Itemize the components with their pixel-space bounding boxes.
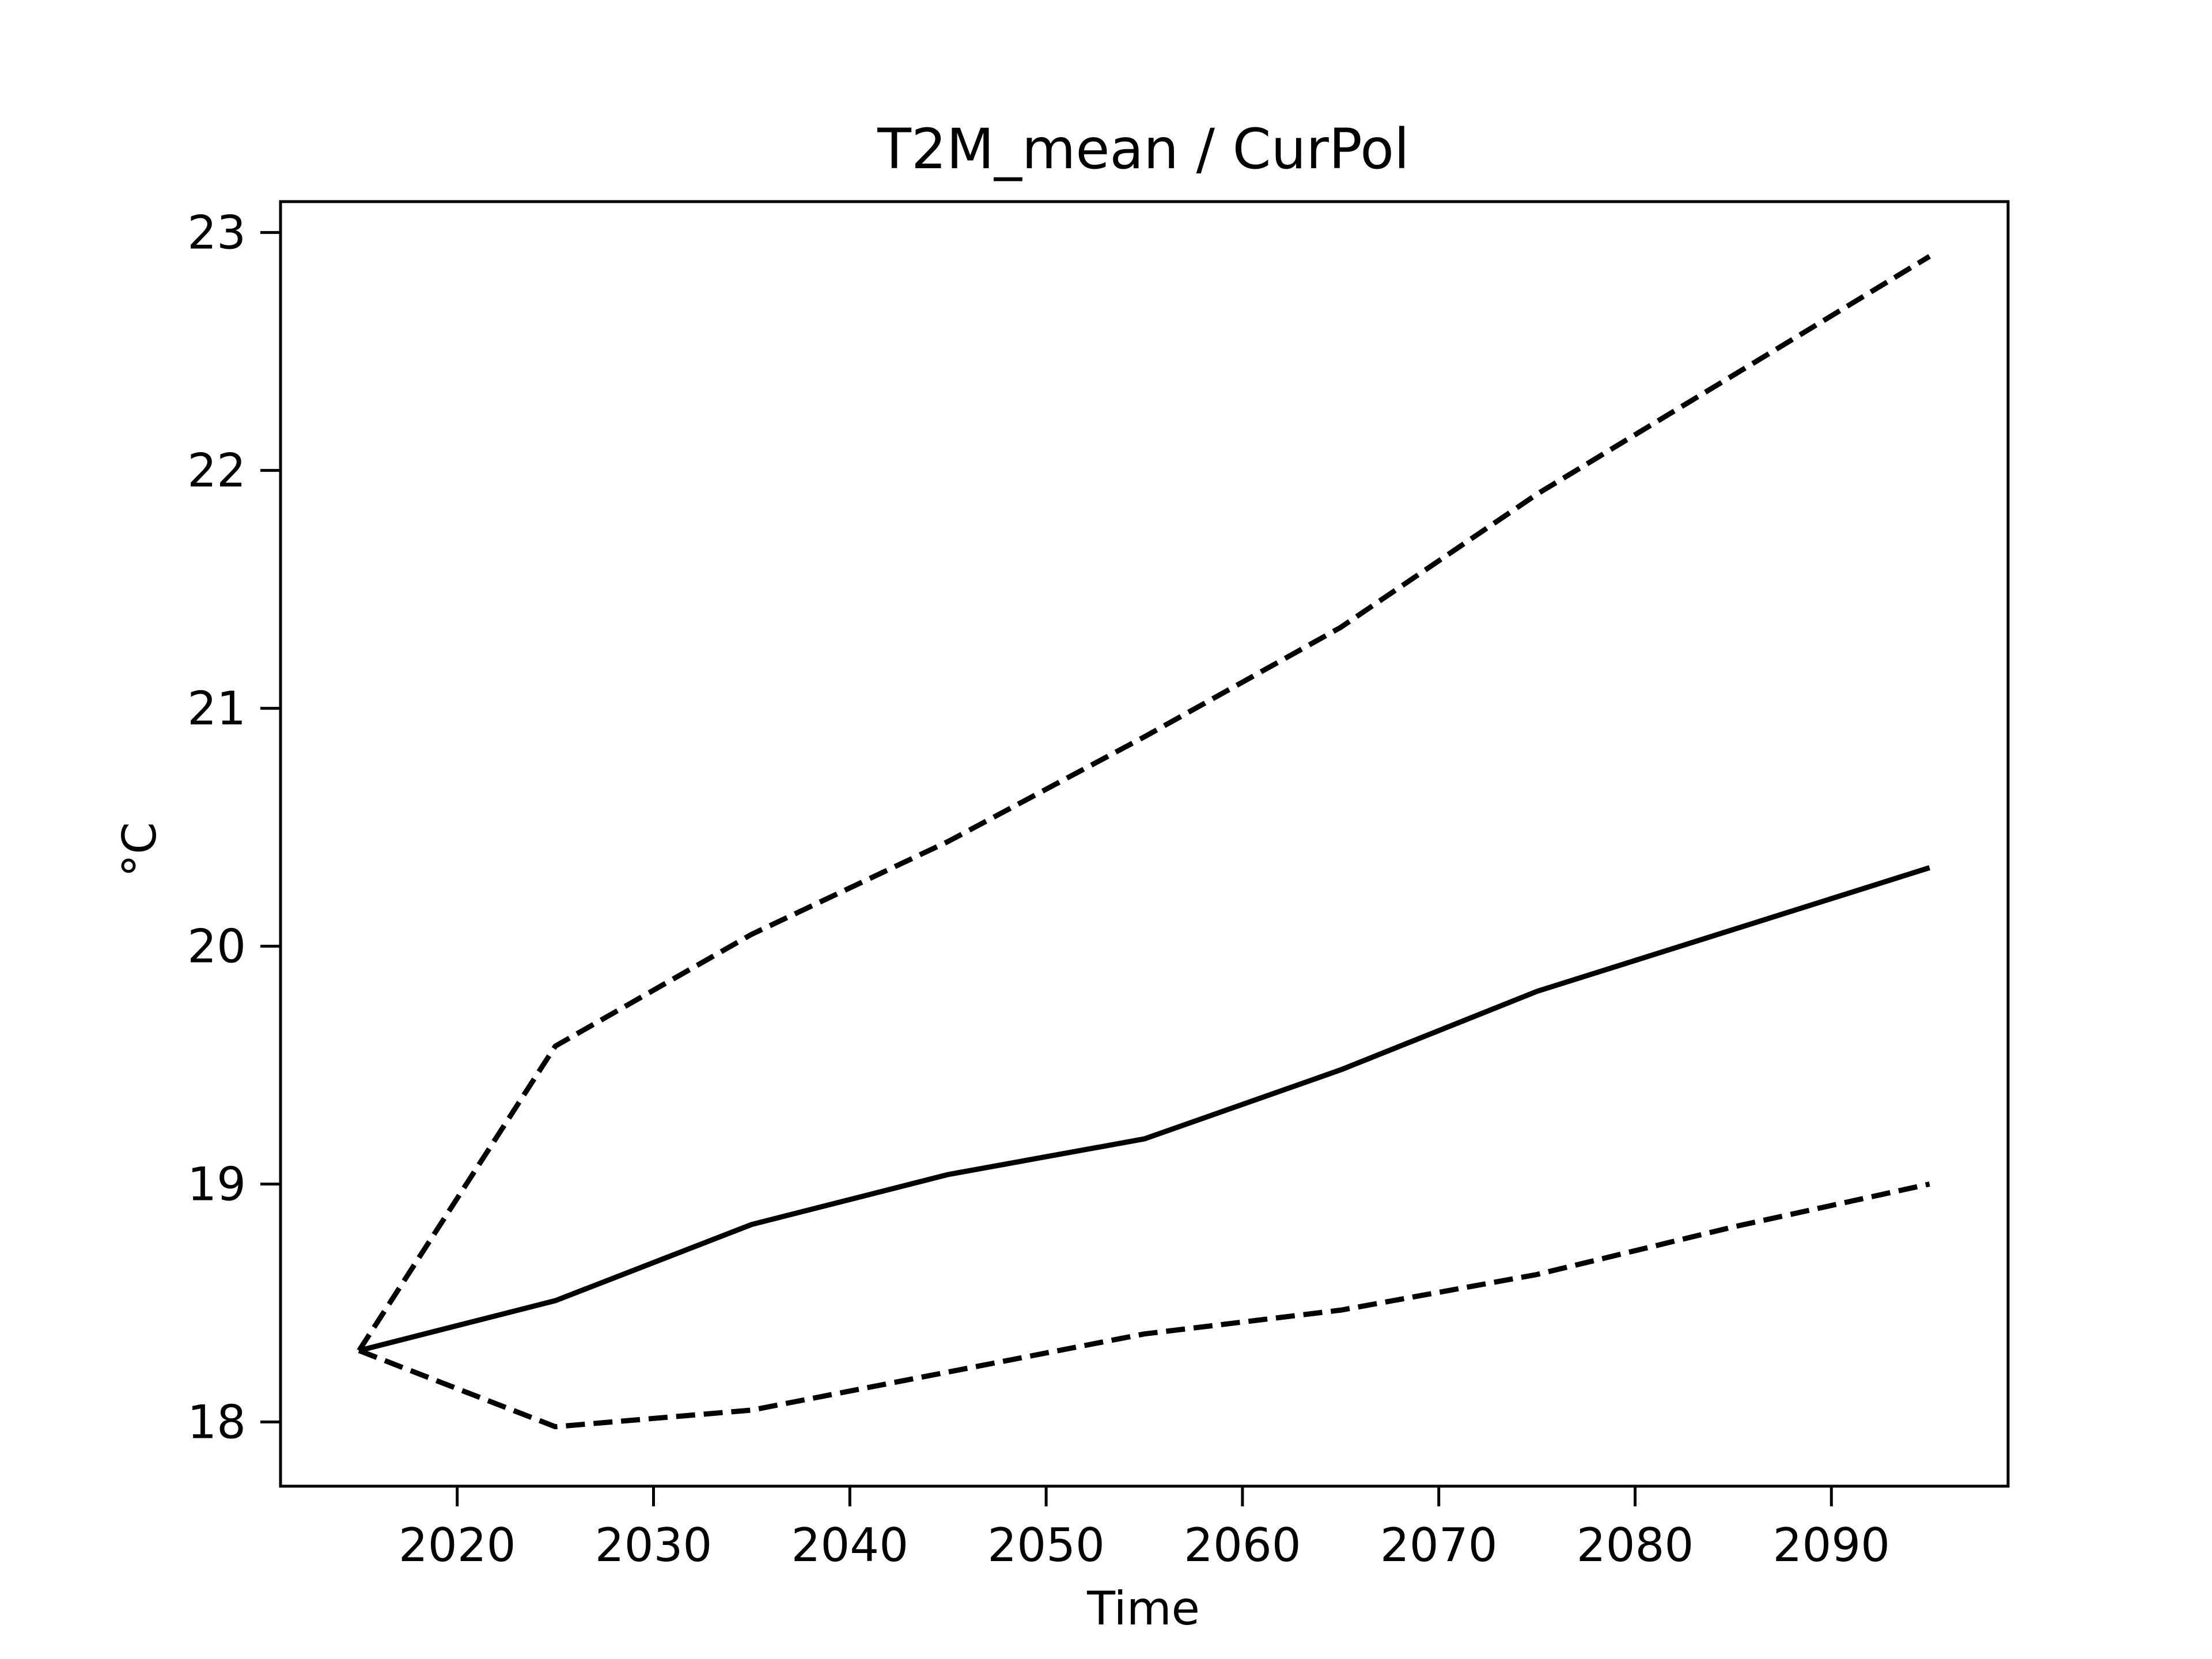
plot-area-frame	[279, 200, 2010, 1488]
series-line-2	[358, 865, 1931, 1353]
y-tick-label: 18	[187, 1396, 246, 1449]
x-tick-label: 2070	[1380, 1518, 1498, 1572]
y-tick-label: 22	[187, 444, 246, 498]
x-axis-label: Time	[1086, 1582, 1200, 1635]
x-tick-label: 2050	[987, 1518, 1105, 1572]
x-tick-label: 2080	[1577, 1518, 1694, 1572]
x-tick-label: 2040	[791, 1518, 909, 1572]
x-tick-label: 2030	[595, 1518, 713, 1572]
y-axis-ticks: 18 19 20 21 22 23	[187, 206, 281, 1449]
y-tick-label: 19	[187, 1158, 246, 1211]
x-axis-ticks: 2020 2030 2040 2050 2060 2070 2080 2090	[399, 1486, 1890, 1572]
x-tick-label: 2090	[1772, 1518, 1890, 1572]
y-tick-label: 20	[187, 920, 246, 974]
y-tick-label: 23	[187, 206, 246, 260]
x-tick-label: 2060	[1184, 1518, 1301, 1572]
series-layer	[357, 254, 1931, 1430]
series-line-3	[358, 1181, 1930, 1430]
y-tick-label: 21	[187, 682, 246, 736]
x-tick-label: 2020	[399, 1518, 516, 1572]
series-line-1	[357, 254, 1931, 1353]
chart-title: T2M_mean / CurPol	[877, 117, 1409, 181]
y-axis-label: °C	[113, 822, 166, 877]
